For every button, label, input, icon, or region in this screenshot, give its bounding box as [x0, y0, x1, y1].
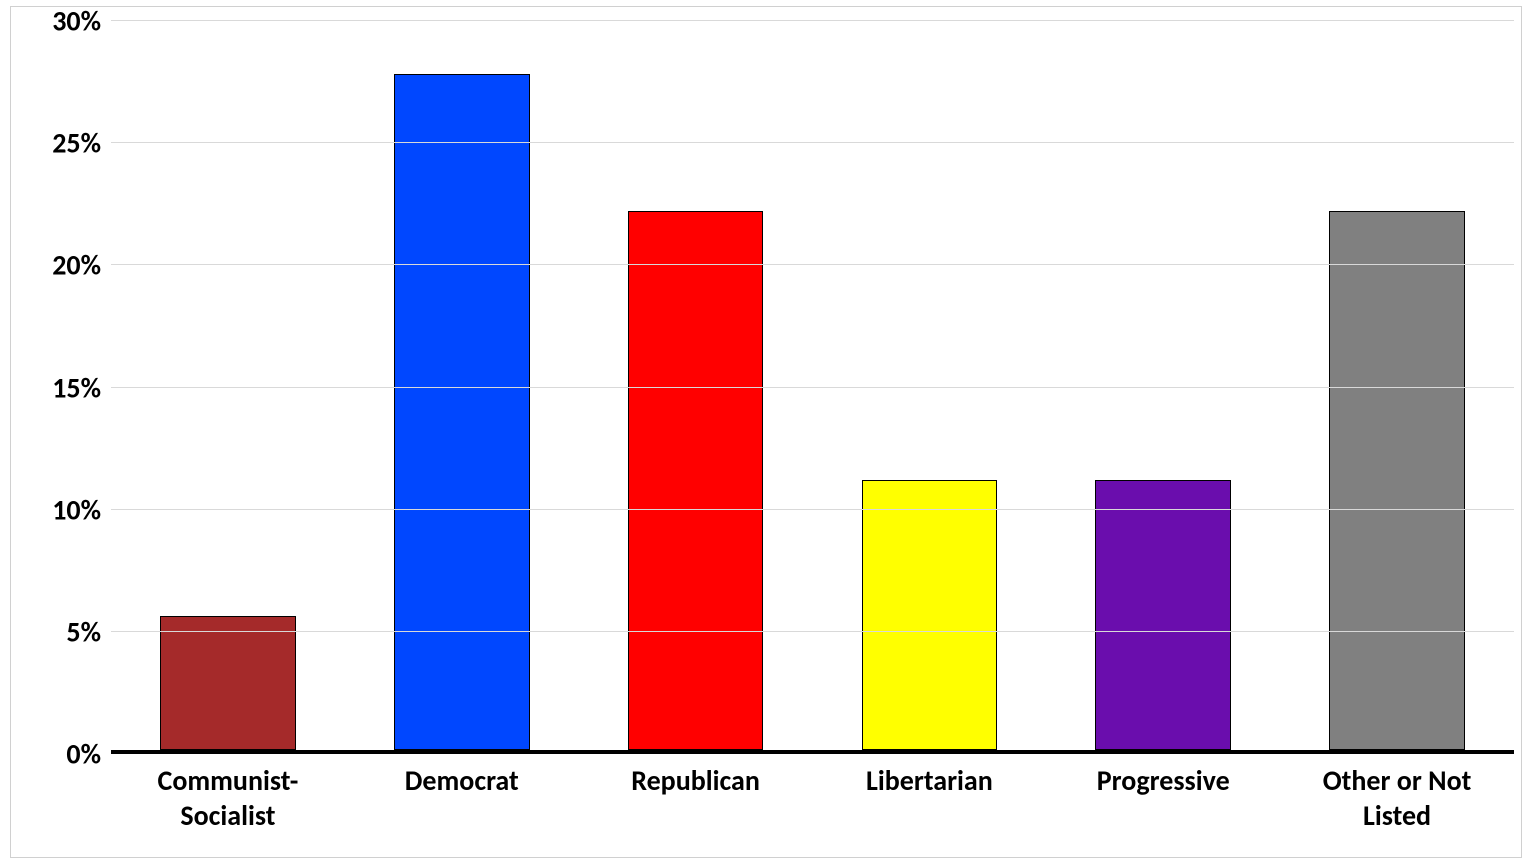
x-tick-label: Democrat [345, 763, 579, 833]
grid-line [111, 631, 1514, 632]
grid-line [111, 20, 1514, 21]
y-tick-label: 15% [52, 370, 101, 405]
y-tick-label: 20% [52, 248, 101, 283]
x-axis-line [111, 750, 1514, 754]
x-tick-label: Republican [579, 763, 813, 833]
grid-line [111, 387, 1514, 388]
bar-slot [1046, 21, 1280, 750]
grid-line [111, 509, 1514, 510]
bars-row [111, 21, 1514, 750]
bar [1329, 211, 1465, 750]
bar-slot [812, 21, 1046, 750]
plot-area [111, 21, 1514, 754]
y-tick-label: 25% [52, 126, 101, 161]
y-tick-label: 10% [52, 492, 101, 527]
y-tick-label: 5% [66, 614, 101, 649]
bar-slot [579, 21, 813, 750]
y-tick-label: 0% [66, 737, 101, 772]
x-tick-label: Communist-Socialist [111, 763, 345, 833]
bar-chart: Communist-SocialistDemocratRepublicanLib… [10, 6, 1522, 858]
grid-line [111, 264, 1514, 265]
bar-slot [1280, 21, 1514, 750]
x-axis-labels: Communist-SocialistDemocratRepublicanLib… [111, 763, 1514, 833]
bar [1095, 480, 1231, 750]
bar [394, 74, 530, 750]
bar [628, 211, 764, 750]
bar-slot [345, 21, 579, 750]
x-tick-label: Other or Not Listed [1280, 763, 1514, 833]
x-tick-label: Progressive [1046, 763, 1280, 833]
grid-line [111, 142, 1514, 143]
bar-slot [111, 21, 345, 750]
bar [862, 480, 998, 750]
x-tick-label: Libertarian [812, 763, 1046, 833]
bar [160, 616, 296, 750]
y-tick-label: 30% [52, 4, 101, 39]
